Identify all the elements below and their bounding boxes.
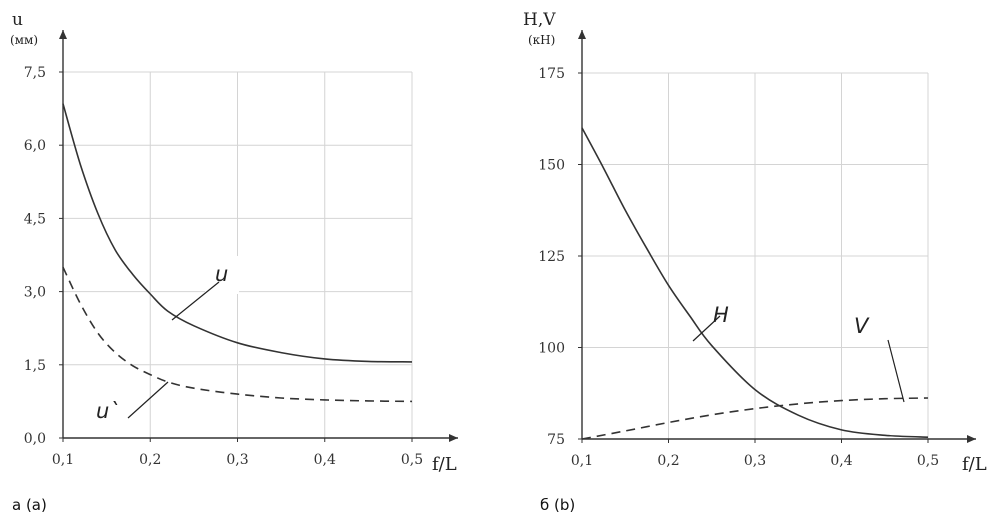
x-tick-label: 0,1 <box>52 452 74 468</box>
label-background-v <box>850 306 884 338</box>
leader-line-u <box>171 281 220 321</box>
series-label-u: u <box>215 262 228 286</box>
y-tick-label: 125 <box>538 249 565 265</box>
x-ticks-b: 0,1 0,2 0,3 0,4 0,5 <box>571 439 939 469</box>
y-tick-label: 150 <box>538 158 565 174</box>
y-tick-label: 3,0 <box>24 285 46 301</box>
series-line <box>581 397 929 440</box>
x-axis-title-b: f/L <box>962 454 987 475</box>
series-label-h: H <box>713 303 729 327</box>
grid-a <box>63 71 413 438</box>
x-tick-label: 0,3 <box>744 453 766 469</box>
chart-panel-a: 0,1 0,2 0,3 0,4 0,5 0,0 1,5 3,0 4,5 6,0 7,5 u (мм… <box>10 10 458 514</box>
leader-line-h <box>692 315 721 342</box>
x-tick-label: 0,4 <box>830 453 852 469</box>
y-tick-label: 1,5 <box>24 358 46 374</box>
leader-line-u-prime <box>127 381 169 419</box>
series-group-a <box>62 103 413 403</box>
x-tick-label: 0,5 <box>917 453 939 469</box>
label-background-u <box>205 256 239 294</box>
x-axis-title-a: f/L <box>432 454 457 475</box>
y-tick-label: 175 <box>538 66 565 82</box>
x-tick-label: 0,4 <box>314 452 336 468</box>
series-line <box>581 127 929 438</box>
y-tick-label: 0,0 <box>24 431 46 447</box>
y-axis-unit-a: (мм) <box>10 33 38 47</box>
y-tick-label: 100 <box>538 341 565 357</box>
y-tick-label: 7,5 <box>24 65 46 81</box>
grid-b <box>582 72 929 439</box>
x-ticks-a: 0,1 0,2 0,3 0,4 0,5 <box>52 438 423 468</box>
x-tick-label: 0,2 <box>657 453 679 469</box>
series-group-b <box>581 127 929 440</box>
y-tick-label: 4,5 <box>24 211 46 227</box>
label-background-u-prime <box>92 395 126 425</box>
x-tick-label: 0,1 <box>571 453 593 469</box>
series-line <box>62 266 413 403</box>
y-axis-title-b: H,V <box>523 10 556 30</box>
x-tick-label: 0,5 <box>401 452 423 468</box>
y-tick-label: 6,0 <box>24 138 46 154</box>
y-axis-unit-b: (кН) <box>528 33 555 47</box>
x-tick-label: 0,2 <box>139 452 161 468</box>
x-tick-label: 0,3 <box>226 452 248 468</box>
leader-line-v <box>887 339 905 403</box>
series-label-v: V <box>854 314 870 338</box>
caption-a: а (a) <box>12 496 47 514</box>
y-tick-label: 75 <box>547 432 565 448</box>
y-axis-title-a: u <box>12 10 23 30</box>
y-ticks-b: 75 100 125 150 175 <box>538 66 582 448</box>
caption-b: б (b) <box>540 496 575 514</box>
series-line <box>62 103 413 363</box>
series-label-u-prime: u` <box>96 399 120 423</box>
y-ticks-a: 0,0 1,5 3,0 4,5 6,0 7,5 <box>24 65 63 447</box>
